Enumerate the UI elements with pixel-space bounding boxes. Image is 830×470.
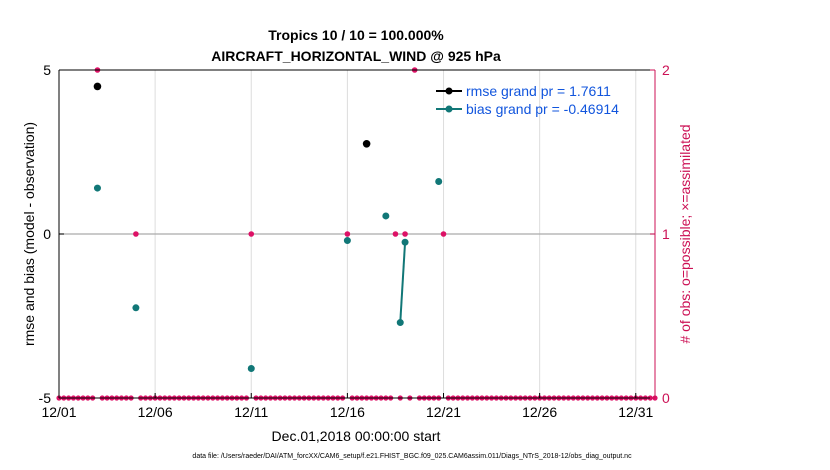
footnote: data file: /Users/raeder/DAI/ATM_forcXX/…	[192, 453, 632, 460]
x-tick-label-0: 12/01	[41, 404, 76, 420]
x-tick-label-5: 12/26	[522, 404, 557, 420]
chart-title-line1: Tropics 10 / 10 = 100.000%	[268, 27, 444, 43]
y-left-tick-label-1: 0	[43, 226, 51, 242]
bias-point-6	[401, 238, 409, 246]
grid-lines	[59, 70, 655, 398]
x-axis-label: Dec.01,2018 00:00:00 start	[272, 428, 441, 444]
y-right-tick-label-0: 0	[662, 390, 670, 406]
rmse-point-0	[93, 82, 102, 91]
y-axis-label-left: rmse and bias (model - observation)	[21, 122, 37, 346]
legend: rmse grand pr = 1.7611 bias grand pr = -…	[436, 83, 619, 117]
x-tick-label-6: 12/31	[618, 404, 653, 420]
y-right-tick-label-2: 2	[662, 62, 670, 78]
bias-point-2	[247, 364, 255, 372]
bias-point-5	[396, 319, 404, 327]
bias-point-3	[343, 237, 351, 245]
x-tick-label-2: 12/11	[234, 404, 268, 420]
obs-marker-1	[133, 231, 139, 237]
bias-point-7	[435, 178, 443, 186]
legend-bias-label: bias grand pr = -0.46914	[466, 101, 619, 117]
y-axis-label-right: # of obs: o=possible; ×=assimilated	[677, 124, 693, 343]
tick-labels: 12/01 12/06 12/11 12/16 12/21 12/26 12/31 -5 0 5 0…	[39, 62, 670, 420]
bias-segment-0	[399, 242, 407, 323]
obs-marker-7	[440, 231, 447, 237]
obs-marker-2	[248, 231, 255, 237]
y-left-tick-label-2: 5	[43, 62, 51, 78]
bias-point-4	[382, 212, 390, 220]
legend-bias-marker	[445, 105, 453, 113]
x-tick-label-4: 12/21	[426, 404, 461, 420]
legend-rmse-marker	[445, 87, 453, 95]
y-right-tick-label-1: 1	[662, 226, 670, 242]
bias-point-1	[132, 304, 140, 312]
chart-title-line2: AIRCRAFT_HORIZONTAL_WIND @ 925 hPa	[211, 48, 501, 64]
legend-rmse-label: rmse grand pr = 1.7611	[466, 83, 611, 99]
x-tick-label-3: 12/16	[330, 404, 365, 420]
obs-marker-3	[344, 231, 351, 237]
x-tick-label-1: 12/06	[138, 404, 173, 420]
y-left-tick-label-0: -5	[39, 390, 52, 406]
axes	[58, 69, 656, 399]
obs-marker-5	[402, 231, 408, 237]
bias-point-0	[93, 184, 101, 192]
rmse-point-1	[362, 140, 371, 148]
obs-marker-4	[392, 231, 399, 237]
